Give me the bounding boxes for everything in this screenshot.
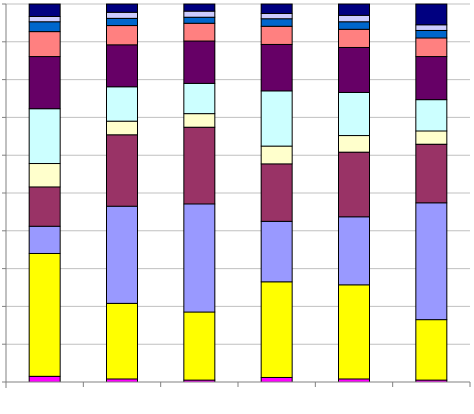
bar-segment bbox=[28, 252, 61, 377]
bar-segment bbox=[338, 135, 370, 153]
bar-stack bbox=[260, 3, 293, 383]
bar-segment bbox=[415, 319, 448, 381]
bar-segment bbox=[28, 31, 61, 58]
bar-stacks bbox=[28, 3, 448, 383]
bar-segment bbox=[415, 143, 448, 204]
bar-segment bbox=[183, 16, 216, 24]
bar-segment bbox=[260, 145, 293, 165]
bar-segment bbox=[338, 284, 370, 380]
bar-segment bbox=[183, 311, 216, 381]
bar-segment bbox=[338, 3, 370, 16]
bar-segment bbox=[106, 11, 138, 19]
bar-segment bbox=[415, 202, 448, 321]
bar-segment bbox=[260, 90, 293, 147]
bar-segment bbox=[106, 44, 138, 88]
bar-segment bbox=[260, 12, 293, 20]
bar-stack bbox=[183, 3, 216, 383]
bar-segment bbox=[28, 15, 61, 23]
bar-segment bbox=[415, 56, 448, 101]
bar-segment bbox=[28, 3, 61, 17]
bar-segment bbox=[28, 56, 61, 110]
gridlines bbox=[6, 3, 470, 345]
bar-segment bbox=[338, 14, 370, 23]
bar-segment bbox=[28, 225, 61, 254]
bar-segment bbox=[106, 17, 138, 27]
bar-segment bbox=[260, 18, 293, 27]
bar-segment bbox=[415, 130, 448, 145]
bar-segment bbox=[106, 302, 138, 380]
bar-segment bbox=[106, 86, 138, 122]
bar-segment bbox=[415, 29, 448, 39]
bar-segment bbox=[260, 220, 293, 283]
bar-segment bbox=[183, 3, 216, 12]
bar-segment bbox=[260, 25, 293, 45]
bar-segment bbox=[183, 113, 216, 128]
bar-segment bbox=[260, 281, 293, 378]
bar-segment bbox=[183, 10, 216, 18]
bar-segment bbox=[183, 82, 216, 115]
bar-segment bbox=[183, 22, 216, 42]
bar-stack bbox=[415, 3, 448, 383]
bar-segment bbox=[183, 40, 216, 84]
bar-segment bbox=[183, 126, 216, 205]
bar-segment bbox=[183, 203, 216, 313]
bar-segment bbox=[260, 3, 293, 14]
bar-segment bbox=[28, 108, 61, 165]
bar-stack bbox=[28, 3, 61, 383]
bar-segment bbox=[28, 186, 61, 227]
bar-stack bbox=[338, 3, 370, 383]
bar-segment bbox=[106, 120, 138, 136]
bar-stack bbox=[106, 3, 138, 383]
bar-segment bbox=[106, 25, 138, 46]
bar-segment bbox=[338, 21, 370, 30]
bar-segment bbox=[28, 163, 61, 188]
bar-segment bbox=[415, 99, 448, 132]
bar-segment bbox=[260, 43, 293, 92]
bar-segment bbox=[415, 24, 448, 31]
bar-segment bbox=[106, 3, 138, 13]
bar-segment bbox=[338, 28, 370, 48]
bar-segment bbox=[28, 21, 61, 33]
axes bbox=[2, 3, 471, 388]
bar-segment bbox=[260, 163, 293, 222]
bar-segment bbox=[106, 134, 138, 207]
bar-segment bbox=[106, 205, 138, 304]
bar-segment bbox=[338, 46, 370, 93]
bar-segment bbox=[260, 376, 293, 383]
bar-segment bbox=[338, 91, 370, 137]
bar-segment bbox=[28, 375, 61, 383]
bar-segment bbox=[338, 216, 370, 286]
bar-segment bbox=[338, 151, 370, 218]
bar-segment bbox=[415, 3, 448, 26]
bar-segment bbox=[415, 37, 448, 58]
